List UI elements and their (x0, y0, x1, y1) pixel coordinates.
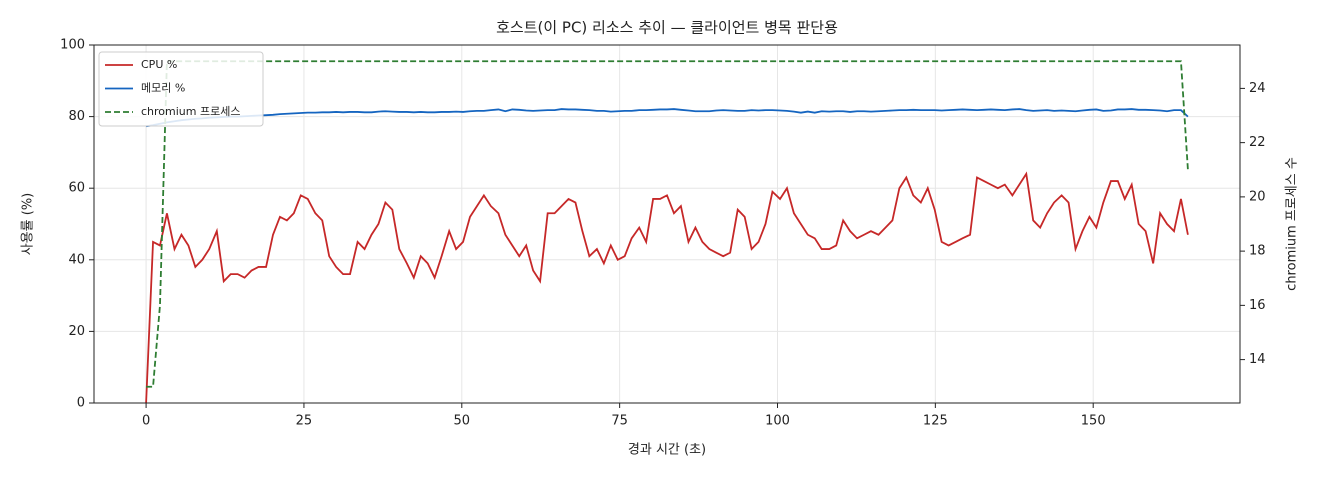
legend-label: 메모리 % (141, 82, 185, 95)
y2-tick-label: 14 (1249, 352, 1266, 367)
y-tick-label: 20 (68, 324, 85, 339)
y-tick-label: 60 (68, 181, 85, 196)
y-tick-label: 100 (60, 38, 85, 53)
series-line (145, 108, 1189, 128)
y2-tick-label: 20 (1249, 189, 1266, 204)
y2-tick-label: 18 (1249, 244, 1266, 259)
legend-label: chromium 프로세스 (141, 105, 240, 118)
x-axis-label: 경과 시간 (초) (628, 443, 706, 458)
y2-axis-label: chromium 프로세스 수 (1285, 157, 1300, 291)
legend-label: CPU % (141, 58, 177, 71)
y-tick-label: 0 (77, 396, 85, 411)
legend-box (98, 51, 264, 127)
y2-tick-label: 22 (1249, 135, 1266, 150)
x-tick-label: 75 (611, 414, 628, 429)
y-tick-label: 40 (68, 252, 85, 267)
x-tick-label: 125 (923, 414, 948, 429)
y-axis-label: 사용률 (%) (21, 193, 36, 256)
x-tick-label: 25 (296, 414, 313, 429)
y2-tick-label: 24 (1249, 81, 1266, 96)
plot-frame (93, 44, 1241, 404)
x-tick-label: 50 (454, 414, 471, 429)
y-tick-label: 80 (68, 109, 85, 124)
x-tick-label: 0 (142, 414, 150, 429)
chart-title: 호스트(이 PC) 리소스 추이 — 클라이언트 병목 판단용 (496, 19, 838, 37)
legend: CPU % 메모리 % chromium 프로세스 (98, 51, 264, 127)
series-line (146, 60, 1189, 388)
series-line (145, 171, 1189, 404)
x-tick-label: 150 (1081, 414, 1106, 429)
x-tick-label: 100 (765, 414, 790, 429)
y2-tick-label: 16 (1249, 298, 1266, 313)
